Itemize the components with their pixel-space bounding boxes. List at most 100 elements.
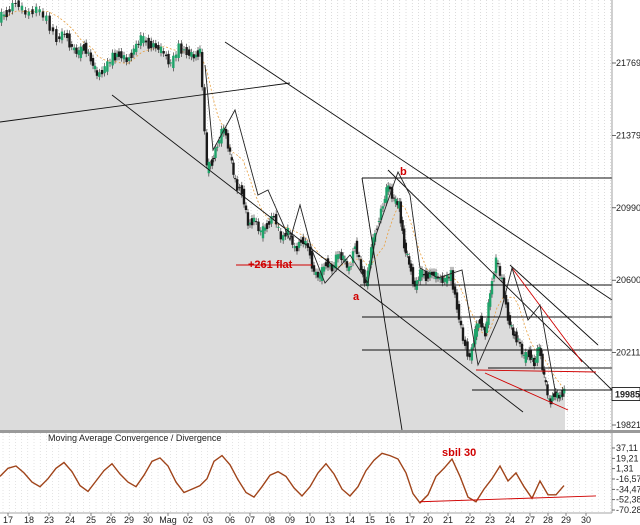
candle-body [95, 70, 99, 76]
x-tick-label: 15 [365, 515, 375, 525]
candle-body [172, 55, 175, 69]
candle-body [45, 15, 48, 21]
x-tick-label: 17 [3, 515, 13, 525]
candle-body [41, 11, 45, 18]
candle-body [70, 44, 74, 47]
candle-body [418, 269, 422, 282]
candle-body [536, 348, 539, 363]
candle-body [157, 44, 160, 50]
candle-body [257, 221, 260, 232]
candle-body [383, 198, 387, 203]
candle-body [472, 343, 475, 348]
candle-body [515, 331, 518, 343]
candle-body [502, 277, 506, 299]
red-trendline [511, 267, 583, 363]
candle-body [34, 6, 38, 14]
candle-body [144, 40, 148, 43]
candle-body [75, 47, 78, 54]
candle-body [324, 262, 328, 267]
x-tick-label: 06 [225, 515, 235, 525]
x-tick-label: 08 [265, 515, 275, 525]
candle-body [340, 252, 343, 261]
candle-body [455, 292, 459, 310]
candle-body [426, 273, 430, 279]
candle-body [411, 267, 415, 285]
x-tick-label: 21 [443, 515, 453, 525]
candle-body [369, 247, 373, 265]
candle-body [407, 256, 411, 265]
candle-body [443, 278, 447, 282]
candle-body [167, 53, 170, 65]
macd-plot-background [0, 433, 612, 513]
candle-body [353, 246, 357, 250]
candle-body [490, 280, 494, 295]
candle-body [182, 49, 186, 51]
candle-body [478, 319, 482, 324]
candle-body [477, 323, 480, 328]
candle-body [562, 388, 566, 394]
candle-body [63, 33, 66, 35]
candle-body [122, 55, 126, 60]
candle-body [359, 259, 363, 271]
candle-body [386, 185, 390, 192]
y-tick-label: 20990, [616, 203, 640, 213]
flat-label: +261 flat [248, 259, 293, 271]
candle-body [228, 147, 232, 152]
candle-body [259, 230, 263, 233]
candle-body [524, 351, 528, 363]
candle-body [500, 277, 504, 280]
candle-body [207, 161, 211, 174]
candle-body [301, 237, 305, 245]
candle-body [392, 197, 396, 199]
x-tick-label: 25 [86, 515, 96, 525]
candle-body [470, 347, 474, 361]
x-tick-label: 24 [505, 515, 515, 525]
candle-body [534, 359, 538, 363]
trendline [361, 177, 403, 431]
x-tick-label: 28 [543, 515, 553, 525]
candle-body [120, 51, 123, 59]
candle-body [385, 187, 388, 203]
candle-body [417, 279, 420, 281]
candle-body [404, 242, 408, 254]
candle-body [164, 54, 168, 57]
candle-body [461, 327, 465, 341]
candle-body [397, 201, 401, 209]
candle-body [485, 321, 489, 334]
trendline [509, 264, 599, 346]
candle-body [520, 343, 524, 355]
candle-body [180, 43, 183, 54]
candle-body [149, 40, 153, 49]
candle-body [279, 231, 283, 240]
candle-body [451, 270, 455, 290]
candle-body [409, 263, 413, 272]
price-area-fill [0, 1, 565, 430]
candle-body [8, 9, 11, 13]
candle-body [270, 216, 273, 224]
candle-body [304, 240, 307, 246]
candle-body [310, 250, 314, 269]
candle-body [108, 62, 112, 64]
candle-body [203, 87, 206, 132]
candle-body [265, 223, 269, 229]
candle-body [432, 271, 436, 276]
candle-body [449, 270, 453, 281]
candle-body [336, 254, 340, 260]
candle-body [401, 220, 404, 231]
macd-tick-label: -34,47 [616, 484, 640, 494]
candle-body [220, 128, 223, 144]
candle-body [361, 269, 365, 275]
macd-line [0, 452, 565, 504]
red-trendline [475, 369, 597, 373]
candle-body [113, 52, 117, 61]
x-tick-label: 30 [143, 515, 153, 525]
candle-body [246, 212, 250, 226]
candle-body [544, 380, 548, 383]
candle-body [17, 0, 20, 7]
candle-body [127, 57, 131, 61]
trendline [0, 82, 291, 123]
candle-body [291, 235, 294, 245]
candle-body [27, 11, 31, 16]
candle-body [20, 5, 24, 11]
